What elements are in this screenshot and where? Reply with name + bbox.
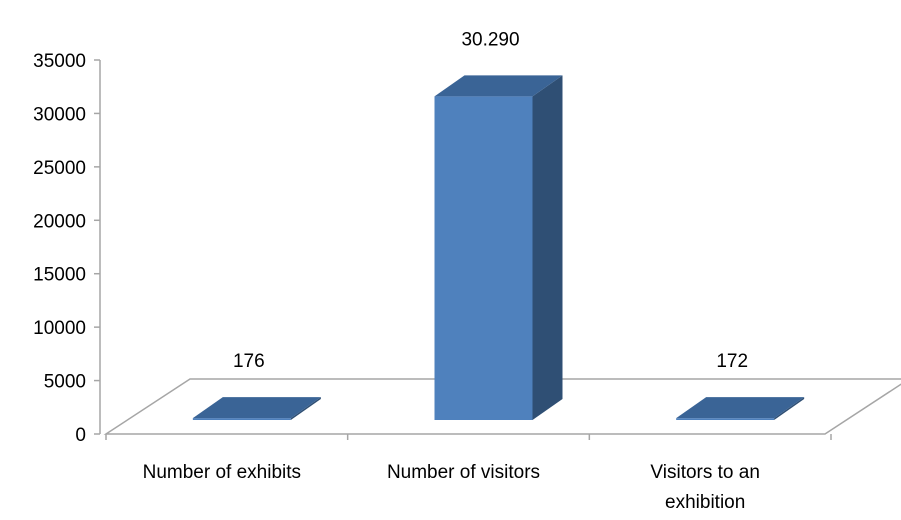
y-tick-label: 5000 xyxy=(44,372,86,393)
bar-top-face xyxy=(676,397,805,419)
data-label: 176 xyxy=(233,351,265,372)
bar xyxy=(434,75,563,420)
y-tick-label: 35000 xyxy=(33,51,86,72)
bar-top-face xyxy=(434,75,563,97)
x-category-label: Visitors to an exhibition xyxy=(650,462,759,513)
bars xyxy=(192,75,805,420)
bar-side-face xyxy=(774,397,805,420)
y-axis: 0 5000 10000 15000 20000 25000 30000 35000 xyxy=(33,51,101,446)
x-axis-labels: Number of exhibits Number of visitors Visi… xyxy=(143,462,760,513)
bar-front-face xyxy=(676,418,775,420)
bar-front-face xyxy=(434,96,533,420)
y-tick-label: 15000 xyxy=(33,265,86,286)
bar-side-face xyxy=(532,75,563,420)
data-label: 172 xyxy=(716,351,748,372)
data-labels: 176 30.290 172 xyxy=(233,29,748,372)
bar xyxy=(676,397,805,420)
y-tick-label: 25000 xyxy=(33,158,86,179)
y-tick-label: 20000 xyxy=(33,211,86,232)
y-tick-label: 0 xyxy=(75,425,86,446)
y-tick-label: 30000 xyxy=(33,104,86,125)
bar xyxy=(192,397,321,420)
x-category-label: Number of exhibits xyxy=(143,462,301,483)
x-category-label: Number of visitors xyxy=(387,462,540,483)
bar-front-face xyxy=(192,418,291,420)
y-tick-label: 10000 xyxy=(33,318,86,339)
bar-top-face xyxy=(192,397,321,419)
bar-side-face xyxy=(290,397,321,420)
data-label: 30.290 xyxy=(461,29,519,50)
